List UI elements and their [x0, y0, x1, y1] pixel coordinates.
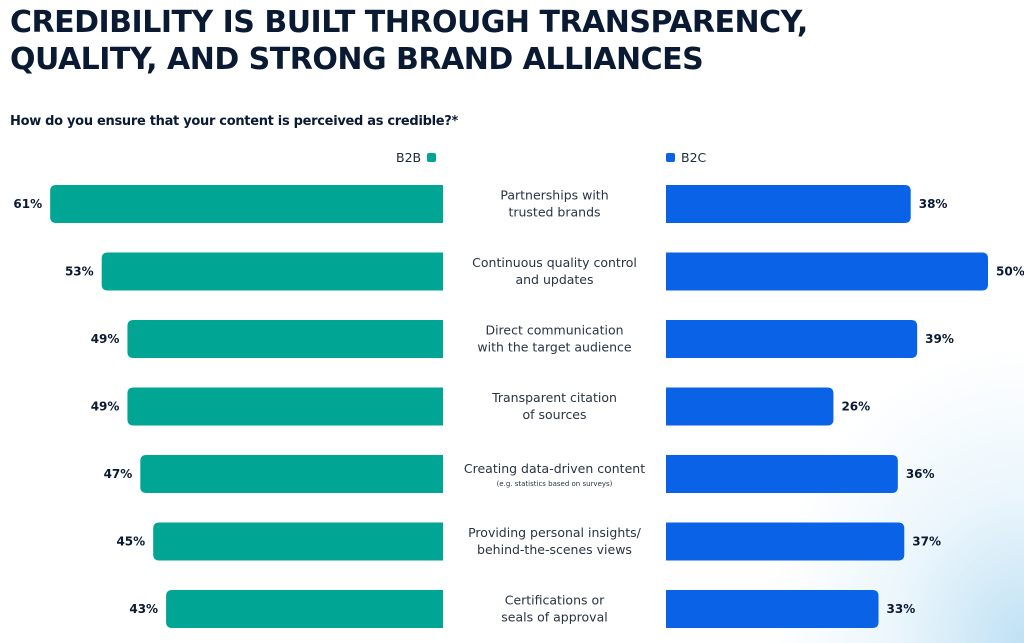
- legend-item-b2c: B2C: [666, 150, 706, 165]
- category-note: (e.g. statistics based on surveys): [497, 480, 613, 488]
- bar-b2c: [666, 185, 911, 223]
- bar-b2c: [666, 455, 898, 493]
- bar-b2b: [127, 320, 443, 358]
- category-label: of sources: [522, 407, 586, 422]
- category-label: Creating data-driven content: [464, 461, 645, 476]
- value-label-b2b: 61%: [13, 197, 42, 211]
- bar-b2b: [166, 590, 443, 628]
- category-label: Providing personal insights/: [468, 525, 642, 540]
- bar-b2b: [127, 387, 443, 426]
- value-label-b2c: 33%: [887, 602, 916, 616]
- chart-subtitle: How do you ensure that your content is p…: [10, 114, 459, 129]
- value-label-b2c: 26%: [841, 400, 870, 414]
- category-label: seals of approval: [501, 610, 607, 625]
- value-label-b2b: 45%: [116, 535, 145, 549]
- page-title: CREDIBILITY IS BUILT THROUGH TRANSPARENC…: [10, 5, 808, 77]
- bar-b2c: [666, 590, 879, 628]
- legend-swatch-b2c: [666, 153, 675, 162]
- bar-b2c: [666, 387, 834, 426]
- bar-b2c: [666, 252, 988, 291]
- legend-swatch-b2b: [427, 153, 437, 162]
- bar-b2c: [666, 522, 905, 561]
- value-label-b2b: 49%: [91, 332, 120, 346]
- bar-b2b: [50, 185, 443, 223]
- category-label: behind-the-scenes views: [477, 542, 632, 557]
- value-label-b2b: 47%: [104, 467, 133, 481]
- bar-b2b: [140, 455, 443, 493]
- bar-b2b: [101, 252, 444, 291]
- value-label-b2b: 53%: [65, 265, 94, 279]
- bar-b2b: [153, 522, 443, 561]
- category-label: Transparent citation: [491, 390, 617, 405]
- category-label: and updates: [515, 272, 593, 287]
- category-label: Certifications or: [505, 593, 605, 608]
- value-label-b2b: 43%: [129, 602, 158, 616]
- value-label-b2c: 36%: [906, 467, 935, 481]
- category-label: Continuous quality control: [472, 255, 637, 270]
- category-label: Partnerships with: [500, 188, 608, 203]
- value-label-b2c: 37%: [912, 535, 941, 549]
- value-label-b2c: 38%: [919, 197, 948, 211]
- value-label-b2c: 39%: [925, 332, 954, 346]
- category-label: with the target audience: [477, 340, 631, 355]
- value-label-b2b: 49%: [91, 400, 120, 414]
- value-label-b2c: 50%: [996, 265, 1024, 279]
- category-label: trusted brands: [508, 205, 600, 220]
- legend-label-b2c: B2C: [681, 150, 707, 165]
- legend-label-b2b: B2B: [396, 150, 422, 165]
- legend-item-b2b: B2B: [396, 150, 437, 165]
- category-label: Direct communication: [485, 323, 623, 338]
- bar-b2c: [666, 320, 918, 358]
